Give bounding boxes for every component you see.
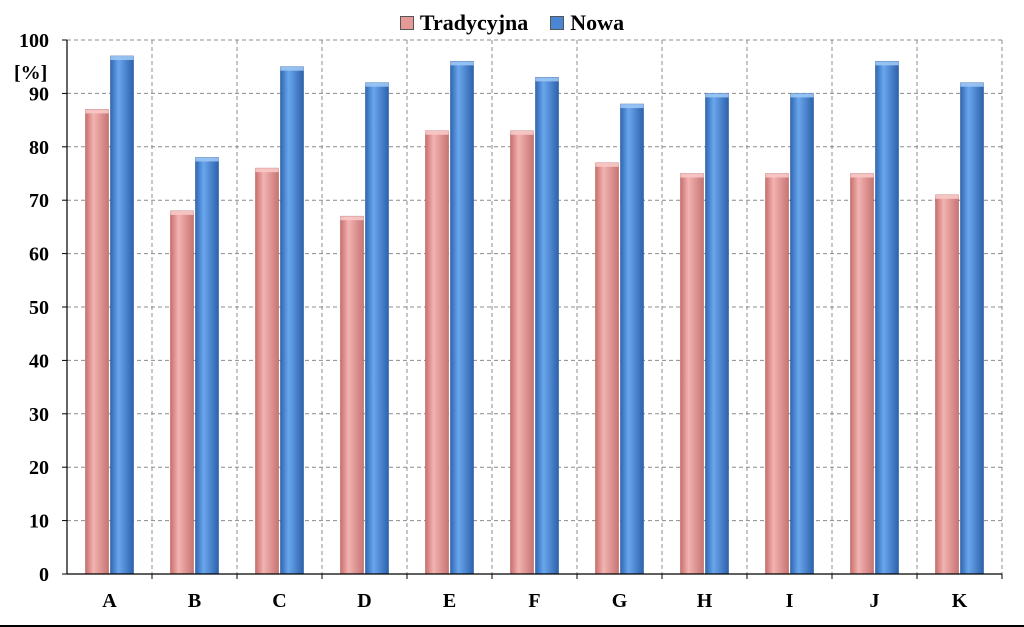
y-tick-label: 100 (19, 30, 49, 52)
bar-top-cap (510, 130, 534, 135)
bar-top-cap (340, 216, 364, 221)
x-tick-label: E (443, 590, 456, 612)
x-tick-label: D (357, 590, 371, 612)
bar-top-cap (170, 210, 194, 215)
bar-tradycyjna-g (595, 162, 619, 575)
y-tick-label: 90 (29, 83, 49, 105)
y-tick-label: 30 (29, 404, 49, 426)
bar-nowa-i (790, 93, 814, 575)
x-tick-label: B (188, 590, 201, 612)
x-tick-label: I (786, 590, 794, 612)
bar-nowa-f (535, 77, 559, 575)
x-tick-label: K (952, 590, 968, 612)
x-tick-label: C (272, 590, 286, 612)
bar-tradycyjna-d (340, 215, 364, 575)
y-tick-label: 50 (29, 297, 49, 319)
bar-tradycyjna-c (255, 167, 279, 575)
legend: Tradycyjna Nowa (0, 10, 1024, 36)
y-axis-label: [%] (14, 62, 47, 84)
legend-label-tradycyjna: Tradycyjna (419, 10, 529, 35)
bar-tradycyjna-b (170, 210, 194, 575)
bar-top-cap (280, 66, 304, 71)
bar-top-cap (935, 194, 959, 199)
bar-top-cap (450, 61, 474, 66)
legend-item-tradycyjna: Tradycyjna (399, 10, 529, 36)
y-tick-label: 10 (29, 511, 49, 533)
bar-top-cap (960, 82, 984, 87)
y-tick-label: 80 (29, 137, 49, 159)
bar-tradycyjna-j (850, 173, 874, 575)
bar-top-cap (255, 168, 279, 173)
bar-top-cap (425, 130, 449, 135)
bar-tradycyjna-e (425, 130, 449, 575)
y-tick-label: 60 (29, 244, 49, 266)
bar-tradycyjna-f (510, 130, 534, 575)
y-tick-label: 70 (29, 190, 49, 212)
bar-nowa-g (620, 103, 644, 575)
bar-tradycyjna-i (765, 173, 789, 575)
bar-top-cap (680, 173, 704, 178)
bar-top-cap (85, 109, 109, 114)
bar-top-cap (875, 61, 899, 66)
bar-tradycyjna-a (85, 109, 109, 575)
bar-nowa-h (705, 93, 729, 575)
x-tick-label: H (697, 590, 713, 612)
bar-nowa-a (110, 55, 134, 575)
y-tick-label: 40 (29, 350, 49, 372)
bar-nowa-d (365, 82, 389, 575)
bar-tradycyjna-k (935, 194, 959, 575)
bar-top-cap (790, 93, 814, 98)
bar-nowa-c (280, 66, 304, 575)
legend-item-nowa: Nowa (550, 10, 624, 36)
bar-top-cap (595, 162, 619, 167)
x-tick-label: G (612, 590, 628, 612)
x-tick-label: F (528, 590, 540, 612)
x-tick-label: J (870, 590, 880, 612)
bar-top-cap (765, 173, 789, 178)
bottom-border (0, 625, 1024, 627)
y-tick-label: 0 (39, 564, 49, 586)
bar-top-cap (620, 104, 644, 109)
bar-top-cap (195, 157, 219, 162)
bar-nowa-j (875, 61, 899, 575)
y-tick-label: 20 (29, 457, 49, 479)
bar-nowa-b (195, 157, 219, 575)
legend-swatch-nowa (550, 16, 565, 30)
bar-top-cap (365, 82, 389, 87)
bar-top-cap (535, 77, 559, 82)
legend-swatch-tradycyjna (399, 16, 414, 30)
bar-nowa-e (450, 61, 474, 575)
x-tick-label: A (102, 590, 117, 612)
bar-top-cap (705, 93, 729, 98)
bar-top-cap (110, 56, 134, 61)
bar-tradycyjna-h (680, 173, 704, 575)
legend-label-nowa: Nowa (570, 10, 625, 35)
bar-nowa-k (960, 82, 984, 575)
bar-top-cap (850, 173, 874, 178)
